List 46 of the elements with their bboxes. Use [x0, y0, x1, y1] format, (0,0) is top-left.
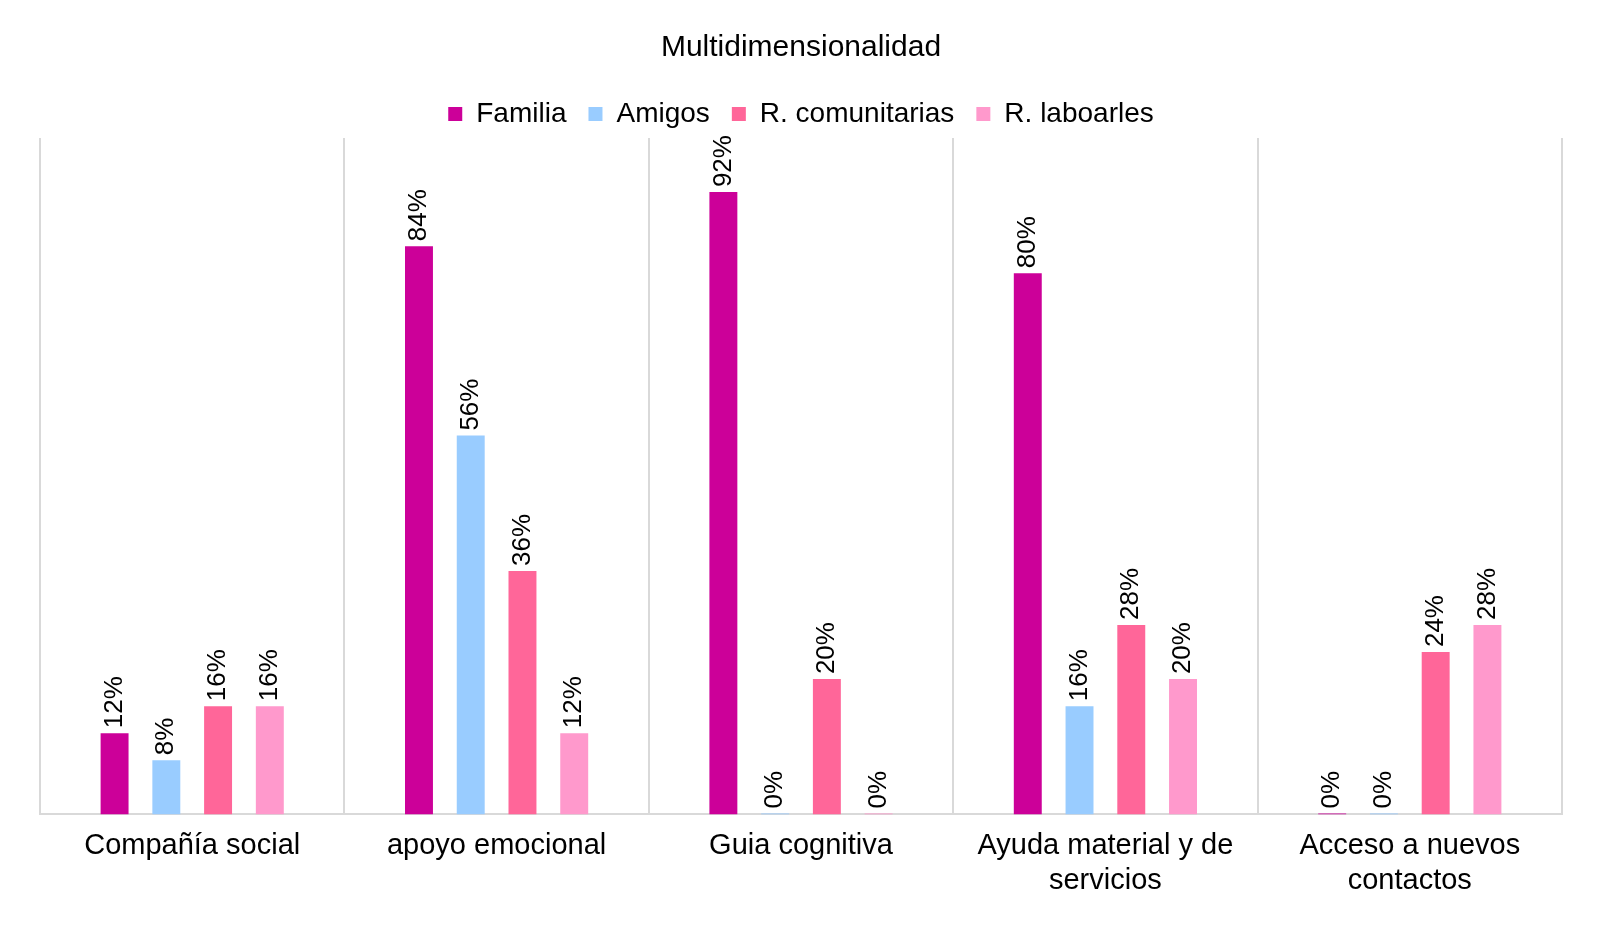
data-label: 16% — [252, 649, 283, 702]
data-label: 84% — [402, 189, 433, 242]
bar — [709, 192, 738, 815]
bar — [405, 246, 433, 815]
bar — [152, 760, 181, 815]
data-label: 20% — [1166, 622, 1197, 675]
bar — [1169, 679, 1197, 815]
data-label: 0% — [1367, 770, 1398, 809]
x-tick-label: Acceso a nuevos contactos — [1299, 827, 1521, 895]
data-label: 92% — [706, 135, 737, 188]
data-label: 20% — [810, 622, 841, 675]
x-tick-label: Compañía social — [84, 827, 301, 860]
bar — [508, 570, 537, 815]
legend-label: R. comunitarias — [759, 96, 955, 128]
bar — [456, 435, 485, 815]
bar — [1013, 273, 1042, 815]
bar — [1065, 706, 1094, 815]
bar — [255, 706, 284, 815]
x-tick-label: Guia cognitiva — [709, 827, 894, 860]
data-label: 56% — [453, 378, 484, 431]
data-label: 8% — [149, 717, 180, 756]
data-label: 0% — [861, 770, 892, 809]
legend-label: Amigos — [616, 96, 710, 128]
data-label: 28% — [1470, 567, 1501, 621]
bar — [812, 679, 841, 815]
bar — [204, 706, 233, 815]
x-tick-label: Ayuda material y de servicios — [977, 827, 1234, 895]
chart-title: Multidimensionalidad — [660, 29, 942, 63]
bar — [1473, 625, 1502, 815]
bar — [560, 733, 589, 815]
data-label: 12% — [97, 676, 128, 729]
x-tick-label: apoyo emocional — [386, 827, 607, 860]
data-label: 24% — [1418, 595, 1449, 648]
data-label: 80% — [1010, 216, 1041, 269]
data-label: 0% — [1315, 770, 1346, 809]
data-label: 12% — [557, 676, 588, 729]
bar — [1117, 625, 1146, 815]
bar — [100, 733, 129, 815]
data-label: 16% — [1062, 649, 1093, 702]
data-label: 28% — [1114, 567, 1145, 621]
data-label: 36% — [505, 513, 536, 566]
bar — [1421, 652, 1450, 815]
legend-label: R. laboarles — [1004, 96, 1154, 128]
data-label: 16% — [201, 649, 232, 702]
data-label: 0% — [758, 770, 789, 809]
legend-label: Familia — [476, 96, 567, 128]
